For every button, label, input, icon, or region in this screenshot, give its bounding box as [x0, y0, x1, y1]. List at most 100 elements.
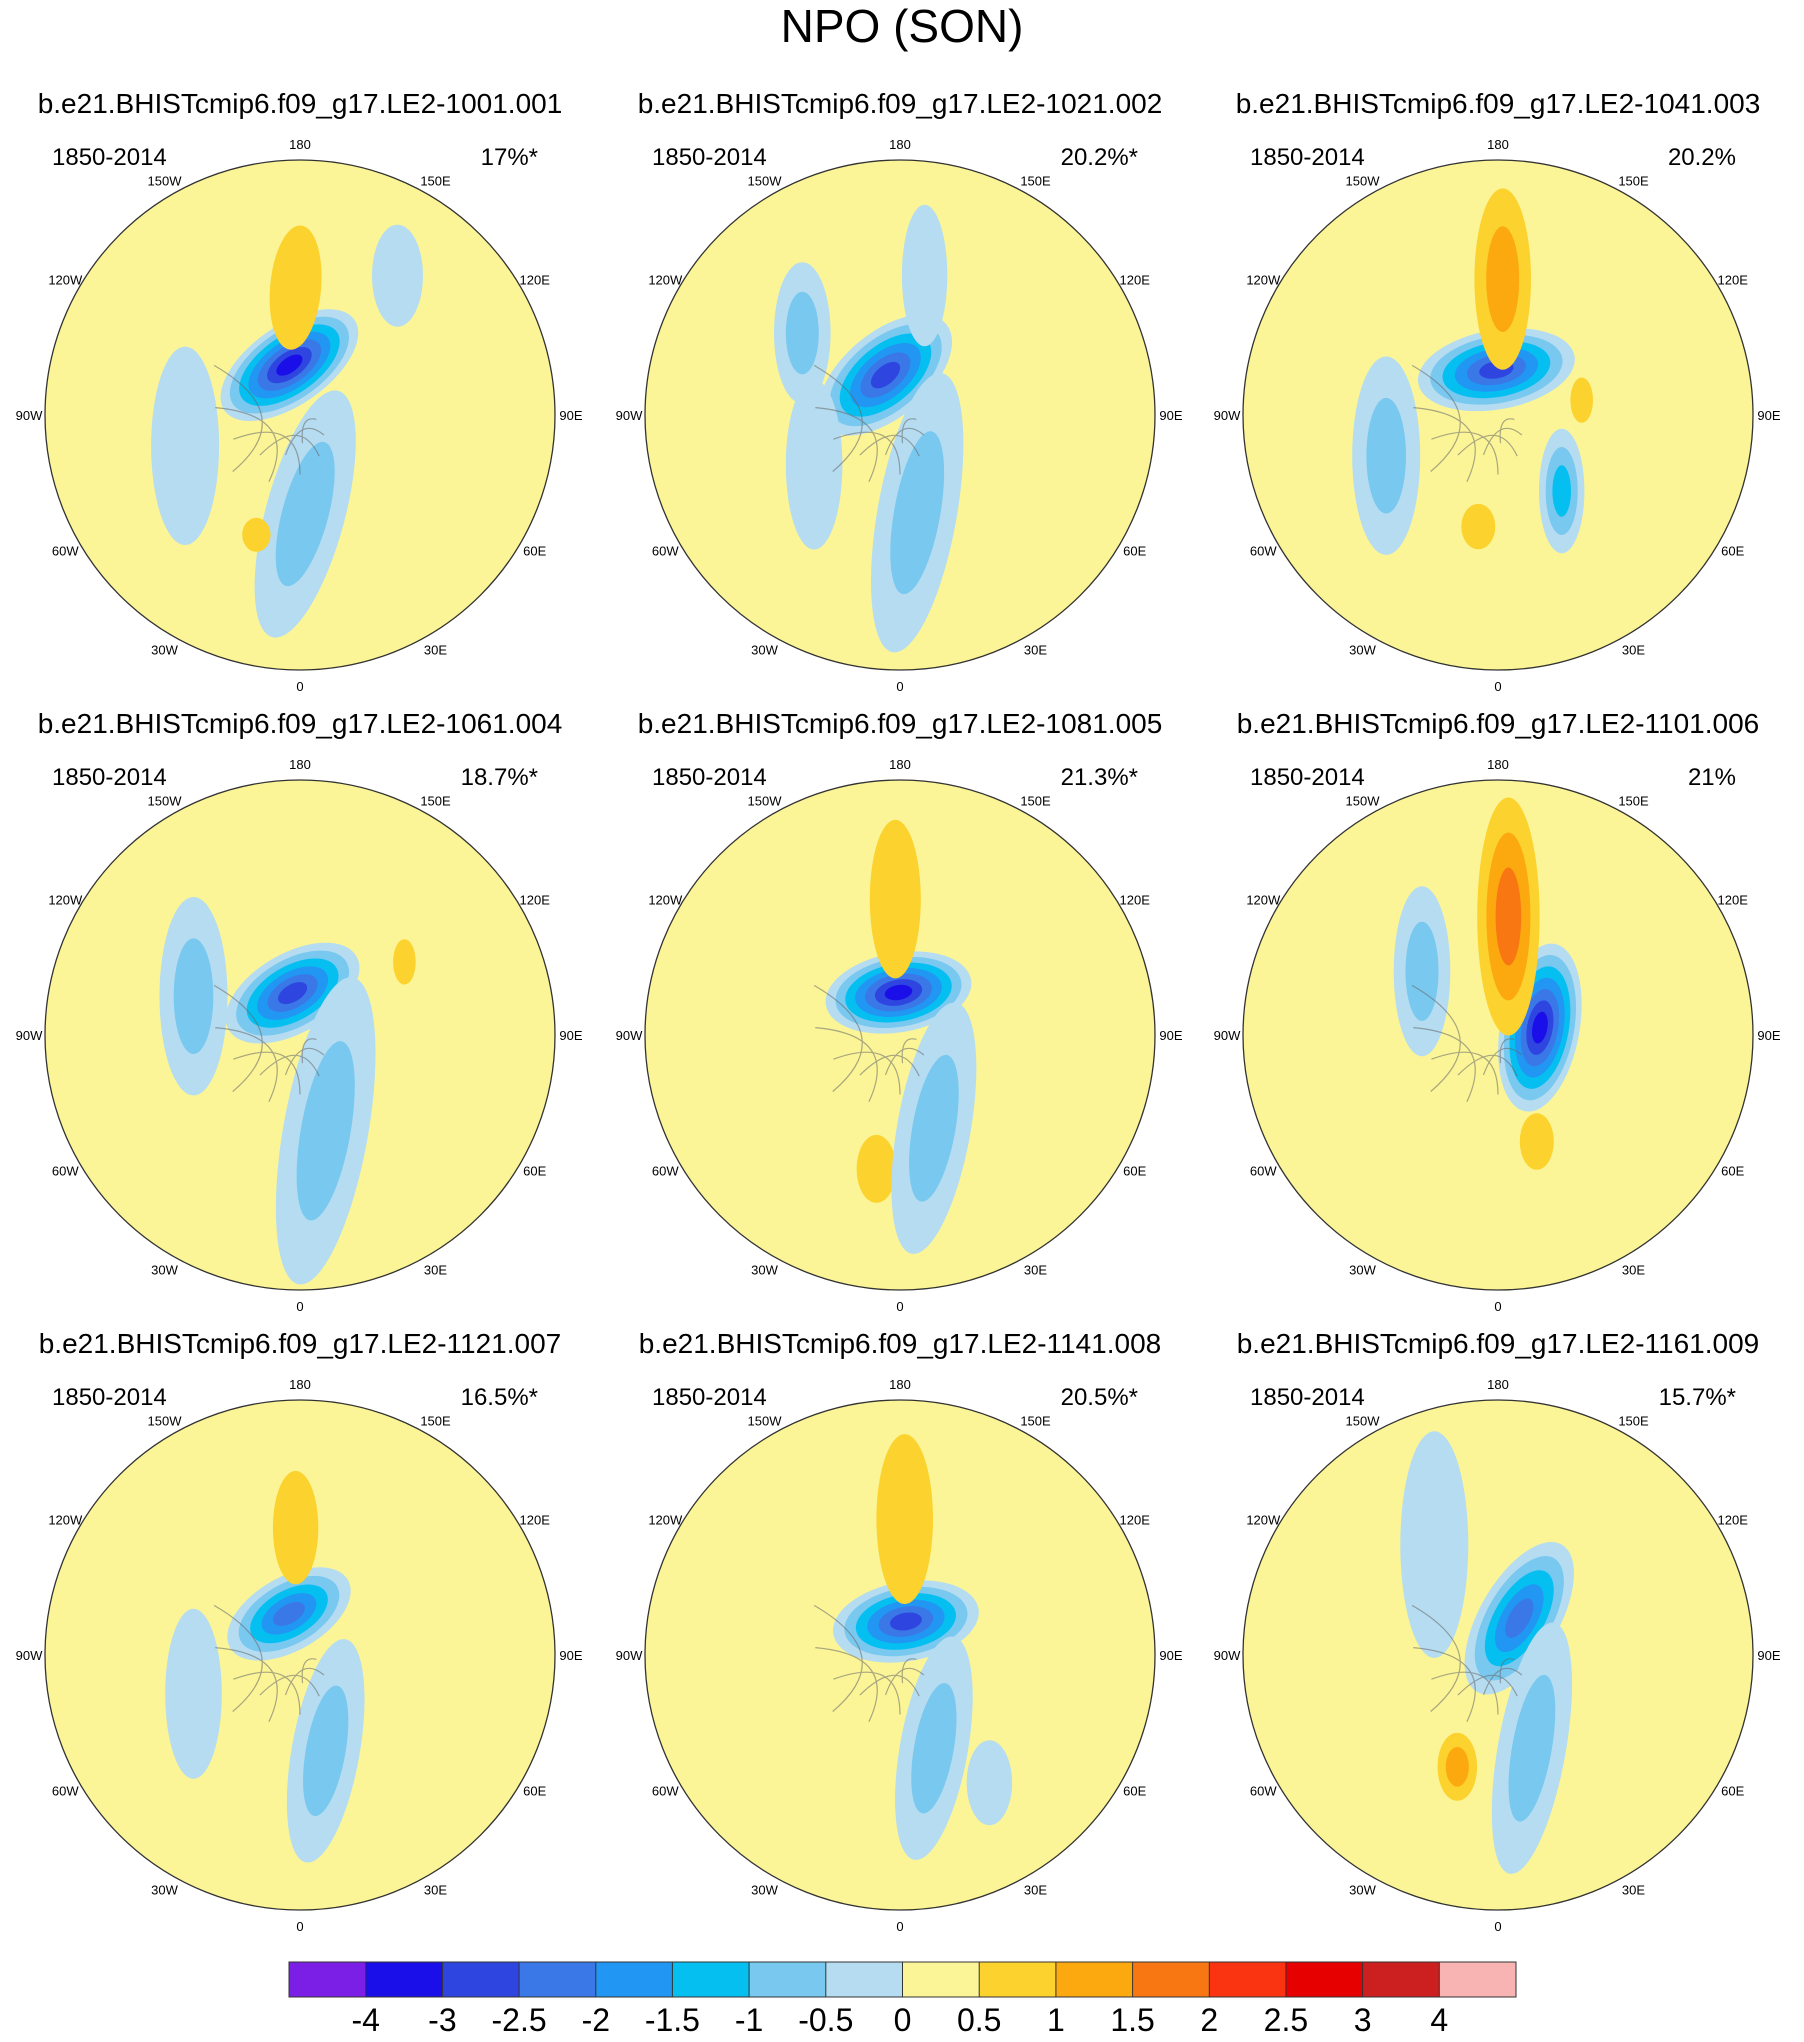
contour-band — [1445, 1747, 1469, 1787]
longitude-label: 150E — [1020, 1413, 1051, 1428]
contour-band — [909, 1054, 959, 1202]
longitude-label: 120W — [1246, 1513, 1281, 1528]
longitude-label: 180 — [1487, 137, 1509, 152]
longitude-label: 90E — [1757, 1648, 1780, 1663]
coastline — [813, 364, 863, 472]
contour-band — [1532, 1011, 1548, 1044]
longitude-label: 0 — [296, 679, 303, 694]
longitude-label: 150E — [1020, 173, 1051, 188]
coastline — [859, 1674, 920, 1697]
map-background — [45, 780, 555, 1290]
longitude-label: 30W — [1349, 643, 1376, 658]
longitude-label: 60E — [523, 1164, 546, 1179]
longitude-label: 120E — [1718, 273, 1749, 288]
coastline — [1431, 431, 1499, 475]
contour-band — [272, 1470, 319, 1585]
coastline — [901, 418, 917, 444]
longitude-label: 150E — [1618, 793, 1649, 808]
longitude-label: 150W — [748, 1413, 783, 1428]
longitude-label: 60E — [523, 544, 546, 559]
coastline — [833, 1051, 901, 1095]
anomaly-field — [159, 897, 416, 1285]
coastline — [1499, 1038, 1515, 1064]
colorbar-tick-label: 0.5 — [957, 2002, 1001, 2038]
coastline — [213, 984, 263, 1092]
coastline — [1411, 984, 1461, 1092]
longitude-label: 30E — [424, 1883, 447, 1898]
longitude-label: 150W — [748, 793, 783, 808]
map-border — [1242, 159, 1754, 671]
longitude-label: 150W — [748, 173, 783, 188]
map-border — [44, 159, 556, 671]
map-background — [1243, 780, 1753, 1290]
longitude-label: 90W — [616, 408, 643, 423]
coastline — [1413, 407, 1476, 483]
longitude-label: 60W — [652, 1784, 679, 1799]
period-label: 1850-2014 — [1250, 1384, 1365, 1411]
contour-band — [890, 431, 945, 595]
longitude-label: 0 — [896, 679, 903, 694]
longitude-label: 30E — [1622, 1263, 1645, 1278]
variance-percent: 20.2%* — [1061, 144, 1138, 171]
longitude-label: 0 — [296, 1919, 303, 1934]
coastlines — [1411, 1604, 1523, 1723]
colorbar-tick-label: -0.5 — [798, 2002, 853, 2038]
coastlines — [213, 984, 325, 1103]
variance-percent: 20.5%* — [1061, 1384, 1138, 1411]
coastline — [1457, 434, 1518, 457]
longitude-label: 120E — [1120, 893, 1151, 908]
contour-band — [856, 1134, 897, 1203]
coastline — [1457, 1054, 1518, 1077]
contour-band — [276, 354, 303, 376]
figure-title: NPO (SON) — [781, 0, 1024, 52]
map-panel: 180 150E 120E 90E 60E 30E 0 30W 60W 90W 120W 150W b.… — [1214, 88, 1781, 694]
contour-band — [269, 225, 322, 350]
longitude-label: 60E — [1123, 1784, 1146, 1799]
contour-band — [870, 361, 901, 389]
colorbar-box — [1132, 1962, 1210, 1997]
longitude-label: 30E — [1622, 643, 1645, 658]
longitude-label: 30E — [1622, 1883, 1645, 1898]
contour-band — [1570, 377, 1593, 423]
longitude-label: 30E — [1024, 1263, 1047, 1278]
coastline — [813, 1604, 863, 1712]
map-border — [44, 779, 556, 1291]
contour-band — [1366, 397, 1406, 514]
map-panel: 180 150E 120E 90E 60E 30E 0 30W 60W 90W 120W 150W b.… — [1214, 708, 1781, 1314]
longitude-label: 180 — [289, 757, 311, 772]
longitude-label: 150E — [1618, 1413, 1649, 1428]
longitude-label: 120E — [1718, 893, 1749, 908]
longitude-label: 60E — [1721, 1784, 1744, 1799]
contour-band — [1519, 1113, 1554, 1170]
longitude-label: 120E — [520, 893, 551, 908]
map-panel: 180 150E 120E 90E 60E 30E 0 30W 60W 90W 120W 150W b.… — [1214, 1328, 1781, 1934]
longitude-label: 120W — [648, 893, 683, 908]
contour-band — [277, 982, 308, 1005]
longitude-label: 60W — [652, 1164, 679, 1179]
coastline — [833, 1671, 901, 1715]
coastline — [815, 407, 878, 483]
longitude-label: 30W — [151, 1263, 178, 1278]
colorbar-box — [825, 1962, 903, 1997]
colorbar-tick-label: 2.5 — [1264, 2002, 1308, 2038]
coastline — [215, 1647, 278, 1723]
period-label: 1850-2014 — [52, 764, 167, 791]
longitude-label: 150E — [1020, 793, 1051, 808]
contour-band — [1495, 867, 1522, 966]
contour-band — [296, 1041, 355, 1221]
map-panel: 180 150E 120E 90E 60E 30E 0 30W 60W 90W 120W 150W b.… — [16, 88, 583, 694]
longitude-label: 90W — [16, 408, 43, 423]
longitude-label: 120W — [1246, 273, 1281, 288]
map-background — [645, 780, 1155, 1290]
contour-band — [303, 1685, 349, 1816]
longitude-label: 90W — [616, 1648, 643, 1663]
longitude-label: 60E — [523, 1784, 546, 1799]
longitude-label: 90W — [16, 1028, 43, 1043]
longitude-label: 90E — [559, 1648, 582, 1663]
contour-band — [876, 1434, 933, 1605]
variance-percent: 16.5%* — [461, 1384, 538, 1411]
anomaly-field — [1393, 797, 1582, 1170]
coastline — [901, 1658, 917, 1684]
coastline — [1411, 1604, 1461, 1712]
map-border — [1242, 779, 1754, 1291]
